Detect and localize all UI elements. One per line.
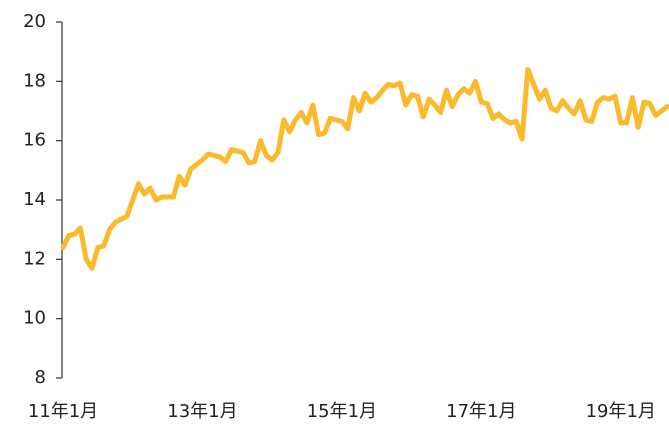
line-series: [60, 66, 669, 271]
x-tick-label: 19年1月: [586, 401, 656, 422]
y-tick-label: 10: [23, 308, 46, 329]
y-tick-label: 18: [23, 70, 46, 91]
y-tick-label: 8: [35, 367, 46, 388]
x-tick-label: 13年1月: [167, 401, 237, 422]
x-tick-label: 17年1月: [446, 401, 516, 422]
y-tick-label: 16: [23, 130, 46, 151]
y-tick-label: 12: [23, 248, 46, 269]
y-tick-label: 14: [23, 189, 46, 210]
x-tick-label: 15年1月: [307, 401, 377, 422]
x-tick-label: 11年1月: [28, 401, 98, 422]
y-tick-label: 20: [23, 11, 46, 32]
